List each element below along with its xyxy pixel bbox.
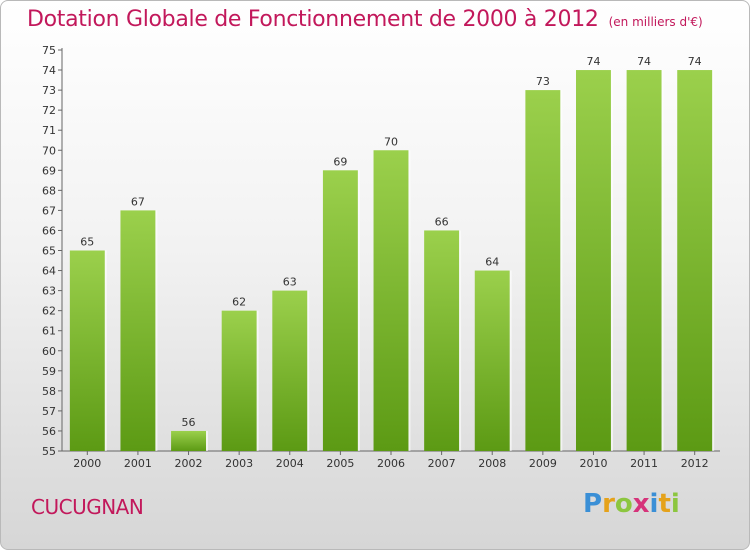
proxiti-logo: Proxiti <box>583 489 680 519</box>
y-tick-label: 59 <box>42 365 56 378</box>
bar-value-label: 62 <box>232 296 246 309</box>
y-tick-label: 55 <box>42 445 56 458</box>
bar-value-label: 74 <box>586 55 600 68</box>
x-tick-label: 2003 <box>225 457 253 470</box>
x-tick-label: 2002 <box>175 457 203 470</box>
y-tick-label: 75 <box>42 44 56 57</box>
bar <box>677 70 713 452</box>
bar-value-label: 70 <box>384 135 398 148</box>
logo-letter: i <box>670 489 680 519</box>
x-tick-label: 2005 <box>326 457 354 470</box>
bar-value-label: 63 <box>283 276 297 289</box>
bar-value-label: 73 <box>536 75 550 88</box>
y-tick-label: 58 <box>42 385 56 398</box>
bar <box>575 70 611 452</box>
y-tick-label: 62 <box>42 305 56 318</box>
bar-value-label: 56 <box>182 416 196 429</box>
y-tick-label: 68 <box>42 184 56 197</box>
y-tick-label: 70 <box>42 144 56 157</box>
y-tick-label: 60 <box>42 345 56 358</box>
logo-letter: P <box>583 489 603 519</box>
bar <box>626 70 662 452</box>
logo-letter: i <box>649 489 659 519</box>
x-tick-label: 2008 <box>478 457 506 470</box>
bar-value-label: 74 <box>637 55 651 68</box>
bar <box>525 90 561 451</box>
y-tick-label: 56 <box>42 425 56 438</box>
x-tick-label: 2012 <box>681 457 709 470</box>
y-tick-label: 69 <box>42 164 56 177</box>
x-tick-label: 2001 <box>124 457 152 470</box>
bar <box>322 170 358 452</box>
x-tick-label: 2004 <box>276 457 304 470</box>
bar-value-label: 65 <box>80 236 94 249</box>
x-tick-label: 2000 <box>73 457 101 470</box>
x-tick-label: 2007 <box>428 457 456 470</box>
x-tick-label: 2006 <box>377 457 405 470</box>
bar <box>69 250 105 451</box>
bar <box>221 310 257 451</box>
y-tick-label: 65 <box>42 245 56 258</box>
bar <box>373 150 409 451</box>
y-tick-label: 63 <box>42 285 56 298</box>
bar-value-label: 66 <box>435 215 449 228</box>
logo-letter: x <box>632 489 650 519</box>
y-tick-label: 66 <box>42 224 56 237</box>
y-tick-label: 74 <box>42 64 56 77</box>
chart-title: Dotation Globale de Fonctionnement de 20… <box>27 7 599 32</box>
y-tick-label: 73 <box>42 84 56 97</box>
y-tick-label: 67 <box>42 204 56 217</box>
chart-subtitle: (en milliers d'€) <box>608 15 703 29</box>
bar-value-label: 74 <box>688 55 702 68</box>
y-tick-label: 64 <box>42 265 56 278</box>
x-tick-label: 2011 <box>630 457 658 470</box>
y-tick-label: 71 <box>42 124 56 137</box>
logo-letter: t <box>658 489 671 519</box>
bar <box>424 230 460 451</box>
bar <box>272 290 308 451</box>
logo-letter: o <box>614 489 633 519</box>
commune-name: CUCUGNAN <box>31 495 144 519</box>
y-tick-label: 72 <box>42 104 56 117</box>
x-tick-label: 2009 <box>529 457 557 470</box>
bar-value-label: 67 <box>131 195 145 208</box>
bar-value-label: 64 <box>485 256 499 269</box>
y-tick-label: 57 <box>42 405 56 418</box>
y-tick-label: 61 <box>42 325 56 338</box>
bar-value-label: 69 <box>333 155 347 168</box>
x-tick-label: 2010 <box>579 457 607 470</box>
bar <box>171 430 207 451</box>
logo-letter: r <box>602 489 615 519</box>
bar <box>474 270 510 451</box>
bar <box>120 210 156 451</box>
title-row: Dotation Globale de Fonctionnement de 20… <box>27 7 703 32</box>
